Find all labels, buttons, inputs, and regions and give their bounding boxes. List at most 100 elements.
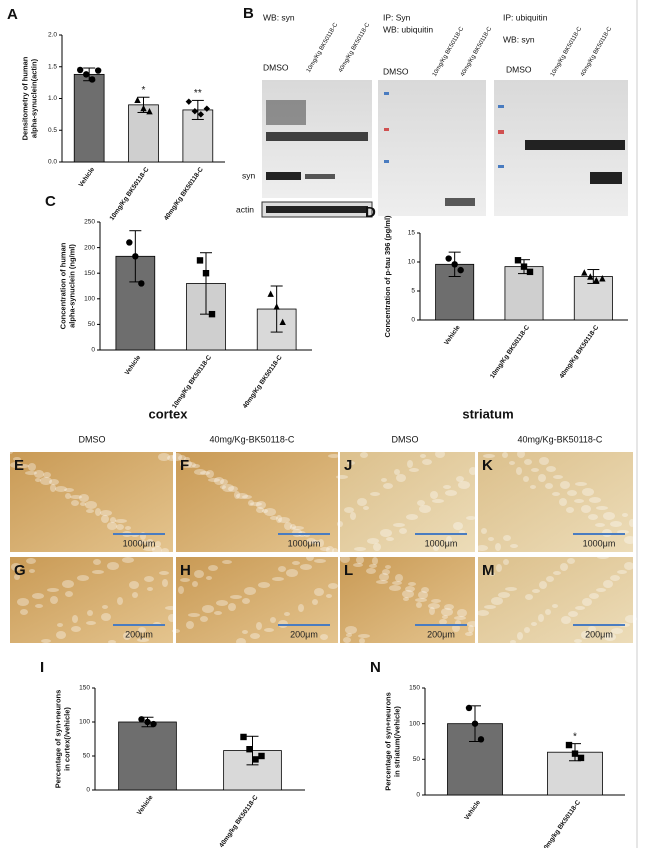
texture bbox=[188, 613, 200, 617]
band bbox=[590, 172, 622, 184]
texture bbox=[560, 563, 568, 571]
group-title: DMSO bbox=[79, 434, 106, 444]
texture bbox=[10, 462, 22, 468]
texture bbox=[408, 582, 416, 586]
texture bbox=[380, 529, 392, 537]
texture bbox=[70, 495, 82, 499]
texture bbox=[117, 597, 123, 605]
texture bbox=[292, 561, 300, 565]
texture bbox=[208, 478, 220, 482]
texture bbox=[624, 536, 636, 544]
texture bbox=[92, 570, 104, 574]
texture bbox=[86, 621, 96, 625]
texture bbox=[125, 526, 131, 530]
panel-label: A bbox=[7, 6, 18, 23]
y-tick-label: 0.0 bbox=[48, 159, 57, 166]
texture bbox=[622, 513, 628, 517]
texture bbox=[110, 517, 116, 523]
texture bbox=[441, 608, 453, 616]
texture bbox=[359, 638, 365, 644]
texture bbox=[443, 485, 451, 489]
panel-label: M bbox=[482, 562, 495, 579]
texture bbox=[222, 560, 232, 564]
scale-label: 200μm bbox=[427, 629, 455, 639]
texture bbox=[167, 455, 177, 461]
texture bbox=[71, 626, 81, 632]
texture bbox=[530, 485, 536, 489]
texture bbox=[445, 490, 457, 496]
y-axis-label: alpha-synuclein (ng/ml) bbox=[67, 244, 76, 328]
texture bbox=[159, 571, 169, 575]
texture bbox=[286, 569, 298, 577]
texture bbox=[561, 616, 571, 624]
data-point bbox=[451, 261, 458, 268]
texture bbox=[244, 587, 256, 595]
texture bbox=[595, 523, 605, 527]
texture bbox=[11, 563, 21, 571]
texture bbox=[116, 524, 124, 530]
texture bbox=[517, 450, 525, 458]
texture bbox=[399, 528, 407, 534]
data-point bbox=[88, 76, 96, 83]
x-tick-label: 40mg/Kg BK50118-C bbox=[242, 354, 284, 410]
band-label: syn bbox=[242, 170, 256, 180]
micrograph bbox=[10, 452, 173, 552]
panel-label: L bbox=[344, 562, 353, 579]
texture bbox=[306, 538, 316, 544]
data-point bbox=[185, 98, 193, 105]
texture bbox=[87, 610, 93, 616]
panel-label: D bbox=[365, 204, 376, 221]
y-axis-label: Percentage of syn+neurons bbox=[53, 690, 62, 789]
texture bbox=[56, 631, 66, 639]
texture bbox=[34, 470, 44, 478]
significance: * bbox=[142, 85, 146, 96]
texture bbox=[80, 502, 86, 506]
data-point bbox=[526, 268, 534, 276]
data-point bbox=[471, 720, 479, 727]
texture bbox=[298, 604, 304, 612]
texture bbox=[468, 625, 474, 633]
y-tick-label: 15 bbox=[408, 230, 416, 237]
texture bbox=[588, 514, 598, 520]
texture bbox=[168, 614, 176, 622]
texture bbox=[158, 453, 170, 461]
texture bbox=[498, 592, 510, 598]
texture bbox=[72, 615, 78, 623]
texture bbox=[420, 454, 426, 458]
texture bbox=[178, 455, 186, 461]
band bbox=[525, 140, 625, 150]
marker bbox=[384, 128, 389, 131]
texture bbox=[326, 594, 332, 598]
data-point bbox=[144, 718, 151, 726]
lane-label: 40mg/Kg BK50118-C bbox=[580, 25, 614, 77]
micrograph bbox=[340, 452, 475, 552]
texture bbox=[132, 592, 138, 598]
texture bbox=[137, 638, 149, 642]
texture bbox=[442, 615, 448, 619]
data-point bbox=[577, 754, 585, 762]
micrograph bbox=[176, 452, 338, 552]
panel-label: G bbox=[14, 562, 26, 579]
texture bbox=[336, 475, 348, 479]
texture bbox=[138, 627, 146, 633]
region-title: striatum bbox=[462, 406, 513, 421]
texture bbox=[457, 609, 467, 617]
lane-label: 40mg/Kg BK50118-C bbox=[460, 25, 494, 77]
texture bbox=[35, 478, 41, 482]
texture bbox=[93, 559, 101, 565]
texture bbox=[467, 621, 479, 627]
marker bbox=[384, 160, 389, 163]
texture bbox=[432, 499, 444, 503]
texture bbox=[155, 541, 161, 547]
texture bbox=[435, 450, 445, 458]
texture bbox=[363, 506, 369, 510]
texture bbox=[17, 598, 29, 606]
texture bbox=[26, 558, 36, 564]
texture bbox=[581, 631, 589, 639]
texture bbox=[214, 477, 224, 485]
texture bbox=[345, 626, 357, 634]
texture bbox=[242, 630, 248, 634]
significance: ** bbox=[194, 88, 202, 99]
data-point bbox=[587, 273, 594, 280]
texture bbox=[524, 459, 532, 465]
